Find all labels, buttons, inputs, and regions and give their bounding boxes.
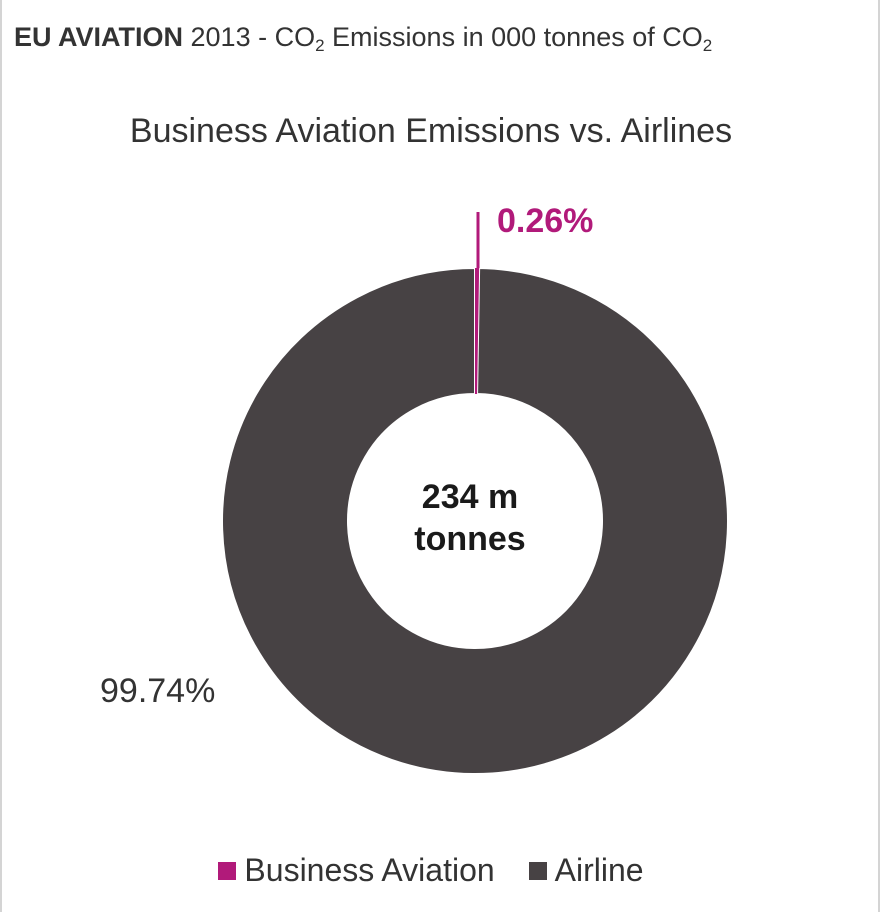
legend: Business Aviation Airline <box>0 852 862 889</box>
legend-label-business-aviation: Business Aviation <box>244 852 495 888</box>
chart-title: Business Aviation Emissions vs. Airlines <box>129 112 733 150</box>
legend-label-airline: Airline <box>554 852 644 888</box>
data-label-airline: 99.74% <box>100 672 215 710</box>
header-sub-1: 2 <box>315 36 325 55</box>
legend-item-business-aviation: Business Aviation <box>218 852 495 889</box>
header-text-1: 2013 - CO <box>183 22 316 52</box>
header-text-2: Emissions in 000 tonnes of CO <box>324 22 703 52</box>
center-label-line-2: tonnes <box>414 520 526 558</box>
header-sub-2: 2 <box>702 36 713 55</box>
slice-airline <box>220 266 729 775</box>
header-bold: EU AVIATION <box>14 22 184 52</box>
legend-swatch-business-aviation <box>218 861 237 880</box>
slice-business-aviation <box>475 268 480 395</box>
page-header: EU AVIATION 2013 - CO2 Emissions in 000 … <box>14 22 713 55</box>
center-label-line-1: 234 m <box>421 478 519 516</box>
legend-item-airline: Airline <box>528 852 644 889</box>
legend-swatch-airline <box>528 861 547 880</box>
data-label-business-aviation: 0.26% <box>497 202 593 240</box>
donut-center-label: 234 m tonnes <box>345 476 595 560</box>
